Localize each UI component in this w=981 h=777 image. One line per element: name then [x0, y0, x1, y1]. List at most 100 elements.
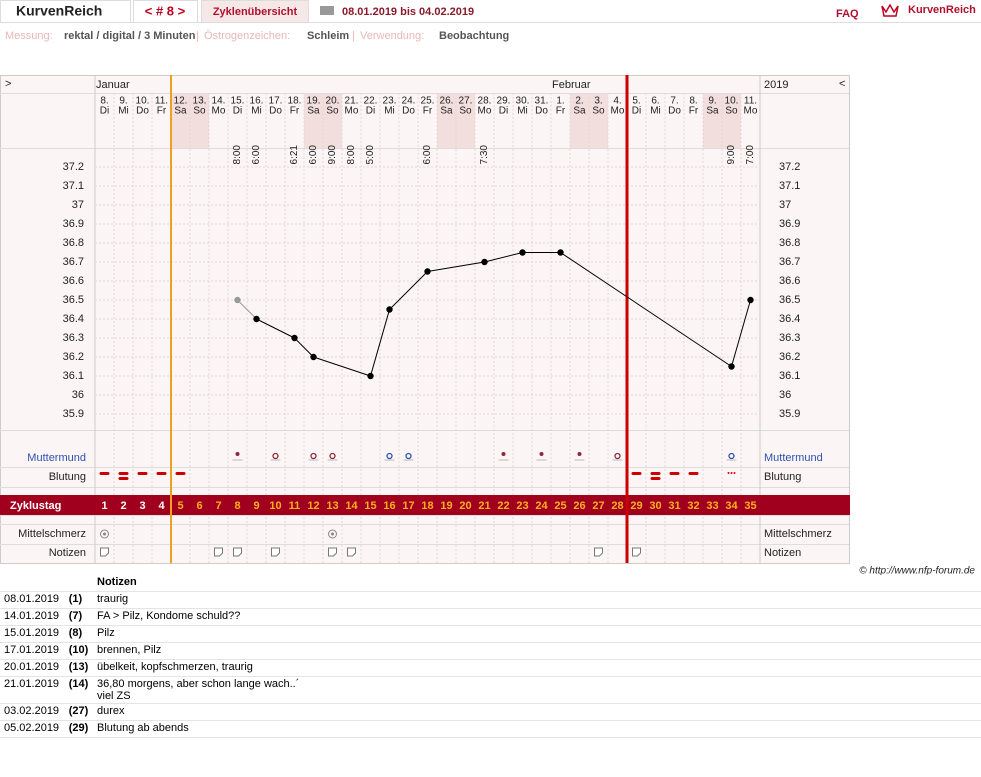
- y-tick-label: 36.2: [63, 351, 84, 363]
- note-row: 08.01.2019 (1) traurig: [0, 591, 981, 609]
- note-icon[interactable]: [594, 547, 603, 557]
- y2-tick-label: 36.4: [779, 313, 800, 325]
- y2-tick-label: 36.7: [779, 256, 800, 268]
- note-icon[interactable]: [632, 547, 641, 557]
- note-text: durex: [93, 703, 981, 721]
- time: 6:00: [422, 145, 433, 165]
- note-icon[interactable]: [328, 547, 337, 557]
- time: 8:00: [232, 145, 243, 165]
- y2-tick-label: 36: [779, 389, 791, 401]
- row-label: Zyklustag: [10, 500, 61, 512]
- cycle-day: 26: [573, 500, 585, 512]
- weekday: Mi: [251, 106, 262, 117]
- note-icon[interactable]: [100, 547, 109, 557]
- month-label: Januar: [96, 79, 130, 91]
- weekday: Fr: [689, 106, 699, 117]
- day-number: 21.: [345, 96, 359, 107]
- day-number: 31.: [535, 96, 549, 107]
- cycle-day: 3: [139, 500, 145, 512]
- note-row: 20.01.2019 (13) übelkeit, kopfschmerzen, t…: [0, 659, 981, 677]
- nav[interactable]: <: [839, 78, 845, 90]
- note-text: Pilz: [93, 625, 981, 643]
- curve-segment: [237, 299, 257, 320]
- temperature-point: [234, 296, 241, 304]
- tab[interactable]: Zyklenübersicht: [213, 6, 298, 18]
- row-label: Blutung: [49, 471, 86, 483]
- weekday: Sa: [706, 106, 719, 117]
- bleeding-mark: [99, 472, 110, 475]
- temperature-point: [728, 363, 735, 370]
- day-number: 11.: [744, 96, 757, 107]
- note-text: übelkeit, kopfschmerzen, traurig: [93, 659, 981, 677]
- cycle-day: 15: [364, 500, 376, 512]
- row-label: Mittelschmerz: [18, 528, 86, 540]
- weekend-shade: [456, 93, 475, 148]
- weekday: Mo: [611, 106, 625, 117]
- note-icon[interactable]: [233, 547, 242, 557]
- day-number: 26.: [440, 96, 454, 107]
- cervix-symbol: [329, 452, 336, 460]
- note-icon[interactable]: [271, 547, 280, 557]
- weekday: Mo: [345, 106, 359, 117]
- spotting-mark: [733, 472, 736, 474]
- day-number: 23.: [383, 96, 397, 107]
- y2-tick-label: 37.2: [779, 161, 800, 173]
- separator: |: [196, 30, 199, 42]
- y2-tick-label: 35.9: [779, 408, 800, 420]
- day-number: 15.: [231, 96, 245, 107]
- brand: KurvenReich: [908, 4, 976, 16]
- weekend-shade: [589, 93, 608, 148]
- print-icon[interactable]: [320, 6, 334, 15]
- y-tick-label: 36.3: [63, 332, 84, 344]
- curve-segment: [731, 299, 751, 367]
- notes-header: Notizen: [0, 575, 981, 592]
- curve-segment: [256, 318, 295, 339]
- temperature-point: [481, 258, 488, 266]
- y-tick-label: 37: [72, 199, 84, 211]
- y2-tick-label: 36.5: [779, 294, 800, 306]
- cycle-day: 20: [459, 500, 471, 512]
- notes-title: Notizen: [93, 575, 981, 592]
- weekday: Do: [668, 106, 681, 117]
- bleeding-mark: [175, 472, 186, 475]
- cycle-day: 24: [535, 500, 548, 512]
- note-day: (13): [64, 659, 93, 677]
- temperature-point: [424, 268, 431, 275]
- row-label: Blutung: [764, 471, 801, 483]
- day-number: 11.: [155, 96, 168, 107]
- weekday: So: [193, 106, 206, 117]
- weekday: Fr: [157, 106, 167, 117]
- bleeding-mark: [118, 477, 129, 480]
- temperature-point: [253, 315, 260, 323]
- weekend-shade: [190, 93, 209, 148]
- cycle-nav[interactable]: < # 8 >: [145, 3, 186, 18]
- month-label: Februar: [552, 79, 591, 91]
- note-row: 05.02.2019 (29) Blutung ab abends: [0, 720, 981, 738]
- day-number: 12.: [174, 96, 188, 107]
- day-number: 17.: [269, 96, 283, 107]
- day-number: 7.: [670, 96, 678, 107]
- bleeding-mark: [137, 472, 148, 475]
- note-icon[interactable]: [214, 547, 223, 557]
- faq[interactable]: FAQ: [836, 8, 859, 20]
- y-tick-label: 36: [72, 389, 84, 401]
- day-number: 9.: [119, 96, 127, 107]
- temperature-point: [386, 306, 393, 313]
- day-number: 5.: [632, 96, 640, 107]
- weekday: Fr: [556, 106, 566, 117]
- nav[interactable]: >: [5, 78, 11, 90]
- weekday: Mi: [118, 106, 129, 117]
- cycle-day: 35: [744, 500, 756, 512]
- cycle-day: 21: [478, 500, 490, 512]
- cervix-symbol: [386, 452, 393, 460]
- note-row: 15.01.2019 (8) Pilz: [0, 625, 981, 643]
- y-tick-label: 36.7: [63, 256, 84, 268]
- note-icon[interactable]: [347, 547, 356, 557]
- cervix-symbol: [501, 452, 506, 456]
- info-value: rektal / digital / 3 Minuten: [64, 30, 196, 42]
- note-date: 05.02.2019: [0, 720, 65, 738]
- note-text: FA > Pilz, Kondome schuld??: [93, 608, 981, 626]
- note-date: 17.01.2019: [0, 642, 65, 660]
- time: 8:00: [346, 145, 357, 165]
- note-text: traurig: [93, 591, 981, 609]
